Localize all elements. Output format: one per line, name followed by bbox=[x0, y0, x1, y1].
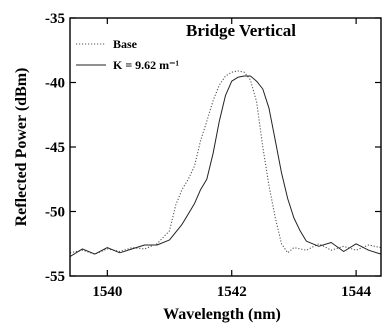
series-line-base bbox=[69, 70, 382, 255]
y-axis-label: Reflected Power (dBm) bbox=[13, 68, 30, 227]
series-group bbox=[69, 70, 382, 258]
x-tick-label: 1544 bbox=[341, 284, 372, 300]
y-tick-label: -40 bbox=[45, 76, 65, 92]
x-tick-label: 1542 bbox=[217, 284, 247, 300]
chart-title: Bridge Vertical bbox=[186, 21, 296, 40]
x-tick-label: 1540 bbox=[92, 284, 122, 300]
legend-label: Base bbox=[113, 37, 138, 51]
series-line-k bbox=[69, 75, 382, 258]
y-tick-label: -35 bbox=[45, 11, 65, 27]
x-axis-label: Wavelength (nm) bbox=[163, 306, 281, 323]
y-tick-label: -45 bbox=[45, 140, 65, 156]
y-tick-label: -50 bbox=[45, 205, 65, 221]
legend: Base K = 9.62 m⁻¹ bbox=[76, 37, 180, 72]
legend-label: K = 9.62 m⁻¹ bbox=[113, 58, 180, 72]
y-tick-label: -55 bbox=[45, 269, 65, 285]
plot-frame bbox=[69, 17, 382, 277]
